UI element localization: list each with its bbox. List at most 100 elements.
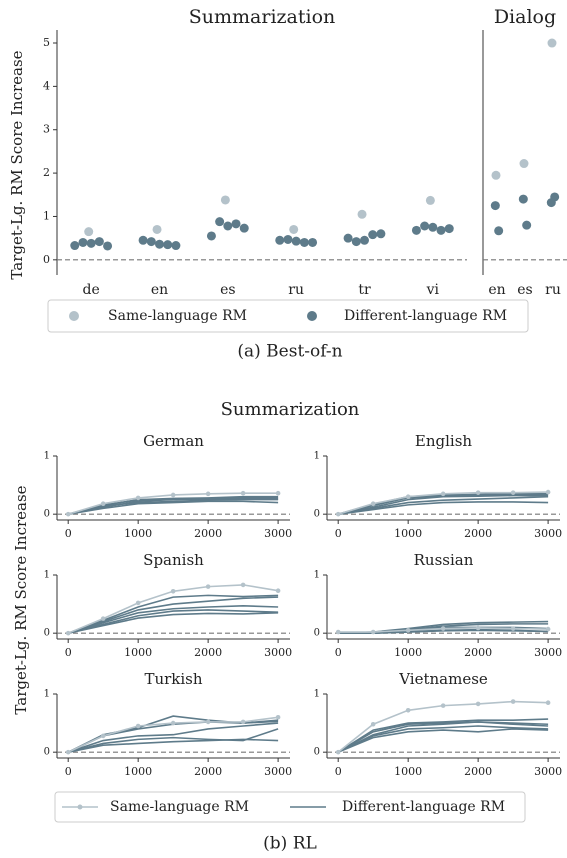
line-series (68, 728, 279, 753)
x-tick-label: 2000 (464, 765, 492, 778)
line-series (67, 722, 279, 753)
point (547, 38, 557, 48)
point (283, 234, 293, 244)
point (475, 701, 481, 707)
point (65, 511, 71, 517)
point (308, 237, 318, 247)
x-tick-label: 3000 (534, 527, 562, 540)
y-tick-label: 0 (314, 628, 320, 639)
point (420, 221, 430, 231)
point (475, 490, 481, 495)
point (291, 236, 301, 246)
caption: (b) RL (263, 834, 317, 854)
point (223, 221, 233, 231)
point (146, 237, 156, 247)
legend-label: Different-language RM (342, 799, 505, 815)
x-tick-label: es (220, 282, 235, 298)
x-tick-label: 2000 (194, 646, 222, 659)
point (100, 616, 106, 621)
point (70, 241, 80, 251)
y-tick-label: 0 (44, 509, 50, 520)
point (170, 588, 176, 594)
x-tick-label: 2000 (464, 646, 492, 659)
point (240, 719, 246, 725)
x-tick-label: 2000 (194, 765, 222, 778)
x-tick-label: 0 (65, 646, 72, 659)
point (405, 627, 411, 633)
x-tick-label: 1000 (394, 646, 422, 659)
point (510, 699, 516, 704)
point (135, 600, 141, 606)
line-series (67, 596, 279, 634)
line-series (337, 718, 549, 753)
legend-marker (307, 311, 317, 321)
point (545, 489, 551, 495)
x-tick-label: 2000 (464, 527, 492, 540)
y-tick-label: 4 (43, 79, 50, 92)
point (78, 237, 88, 247)
x-tick-label: 0 (335, 527, 342, 540)
y-tick-label: 1 (44, 570, 50, 581)
legend-label: Same-language RM (110, 799, 249, 815)
section-title: Summarization (221, 399, 360, 420)
point (545, 626, 551, 632)
legend-marker (77, 804, 83, 810)
x-tick-label: en (151, 282, 168, 298)
y-tick-label: 5 (43, 36, 50, 49)
y-tick-label: 0 (44, 628, 50, 639)
chart-title: Russian (414, 551, 474, 569)
point (360, 235, 369, 245)
point (240, 490, 246, 496)
x-tick-label: 3000 (264, 646, 292, 659)
y-axis-label: Target-Lg. RM Score Increase (12, 485, 30, 714)
point (163, 240, 173, 250)
point (65, 630, 71, 636)
line-series (338, 494, 549, 515)
line-series (68, 609, 279, 634)
y-tick-label: 0 (314, 509, 320, 520)
caption: (a) Best-of-n (237, 342, 342, 362)
point (206, 231, 216, 241)
chart-title: Vietnamese (398, 670, 488, 688)
point (490, 201, 500, 211)
legend-marker (69, 311, 79, 321)
line-series (337, 728, 549, 753)
x-tick-label: ru (545, 282, 561, 298)
point (343, 233, 353, 243)
point (444, 224, 454, 234)
point (436, 225, 446, 235)
point (275, 235, 285, 245)
point (550, 192, 560, 202)
y-tick-label: 1 (44, 451, 50, 462)
x-tick-label: vi (426, 282, 440, 298)
y-tick-label: 1 (314, 451, 320, 462)
x-tick-label: 3000 (534, 765, 562, 778)
y-tick-label: 2 (43, 166, 50, 179)
point (518, 194, 528, 204)
point (440, 491, 446, 497)
point (370, 629, 376, 635)
point (205, 491, 211, 497)
point (135, 723, 141, 729)
x-tick-label: 0 (335, 765, 342, 778)
point (376, 229, 386, 239)
point (405, 494, 411, 500)
x-tick-label: 0 (65, 765, 72, 778)
line-series (68, 612, 279, 634)
point (215, 217, 225, 227)
point (275, 490, 281, 496)
point (510, 490, 516, 495)
line-series (338, 495, 549, 515)
chart-title: Dialog (494, 6, 556, 28)
x-tick-label: 1000 (124, 646, 152, 659)
point (100, 501, 106, 507)
chart-title: English (415, 432, 473, 450)
point (510, 626, 516, 631)
point (275, 714, 281, 720)
point (494, 226, 504, 236)
y-tick-label: 0 (314, 747, 320, 758)
x-tick-label: de (83, 282, 100, 298)
line-series (338, 501, 549, 515)
point (425, 195, 435, 205)
